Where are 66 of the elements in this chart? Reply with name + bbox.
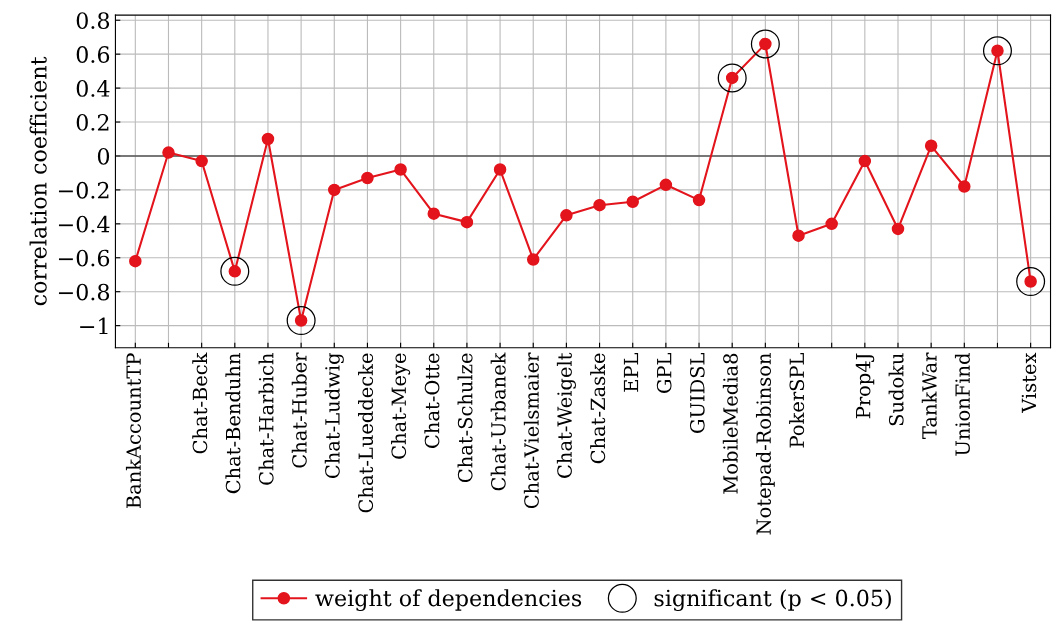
point [129, 254, 142, 268]
point [286, 306, 316, 336]
point [750, 29, 780, 59]
legend-label: significant (p < 0.05) [654, 589, 891, 611]
point [924, 139, 938, 153]
x-tick-label: Chat-Schulze [457, 353, 473, 483]
x-tick-label: EPL [623, 353, 639, 392]
point [626, 195, 639, 209]
y-axis-title: correlation coefficient [29, 56, 47, 306]
x-tick-label: Chat-Weigelt [556, 352, 576, 478]
x-tick-label: Chat-Meye [391, 353, 411, 459]
x-tick-label: Vistex [1021, 352, 1037, 413]
x-tick-label: MobileMedia8 [722, 353, 738, 494]
x-tick-label: TankWar [921, 352, 937, 439]
point [825, 217, 838, 231]
x-tick-label: PokerSPL [789, 353, 805, 448]
y-tick-label: −0.4 [58, 215, 110, 233]
y-tick-label: −0.6 [58, 249, 110, 267]
x-tick-label: Chat-Harbich [258, 353, 274, 485]
x-tick-label: Chat-Beck [192, 352, 208, 454]
x-tick-label: GPL [656, 353, 672, 393]
point [858, 154, 872, 168]
point [982, 36, 1012, 66]
point [162, 146, 175, 159]
point [526, 253, 540, 266]
point [659, 178, 673, 192]
point [460, 215, 474, 229]
point [328, 183, 341, 197]
y-tick-label: 0.8 [76, 12, 110, 29]
point [560, 209, 573, 222]
y-tick-label: −0.2 [58, 181, 109, 199]
point [891, 222, 905, 236]
x-tick-label: Chat-Urbanek [490, 352, 506, 491]
x-tick-label: BankAccountTP [125, 353, 141, 509]
x-tick-label: Chat-Vielsmaier [523, 352, 539, 509]
point [195, 154, 208, 168]
point [717, 63, 747, 93]
point [427, 207, 441, 220]
y-tick-label: 0.2 [76, 113, 109, 131]
y-tick-label: 0.4 [76, 80, 110, 97]
point [261, 132, 275, 146]
legend-label: weight of dependencies [315, 589, 582, 611]
y-tick-label: 0 [97, 147, 110, 165]
point [792, 229, 805, 242]
x-tick-label: Sudoku [888, 353, 904, 426]
x-tick-label: Notepad-Robinson [755, 353, 775, 535]
y-tick-label: 0.6 [76, 46, 110, 63]
point [493, 163, 507, 176]
point [220, 256, 250, 286]
x-tick-label: UnionFind [954, 353, 970, 456]
x-tick-label: Chat-Huber [291, 352, 307, 468]
x-tick-label: Chat-Zaske [590, 353, 606, 464]
point [1016, 266, 1046, 297]
point [593, 198, 606, 212]
x-tick-label: Chat-Benduhn [225, 353, 241, 494]
point [361, 171, 374, 185]
point [394, 163, 407, 176]
x-tick-label: Chat-Lueddecke [358, 353, 374, 513]
y-tick-label: −1 [80, 317, 108, 335]
point [958, 180, 971, 193]
point [692, 193, 706, 207]
x-tick-label: Chat-Otte [424, 353, 440, 448]
x-tick-label: Chat-Ludwig [324, 353, 344, 479]
x-tick-label: GUIDSL [689, 353, 705, 433]
x-tick-label: Prop4J [855, 353, 875, 419]
y-tick-label: −0.8 [58, 283, 110, 301]
